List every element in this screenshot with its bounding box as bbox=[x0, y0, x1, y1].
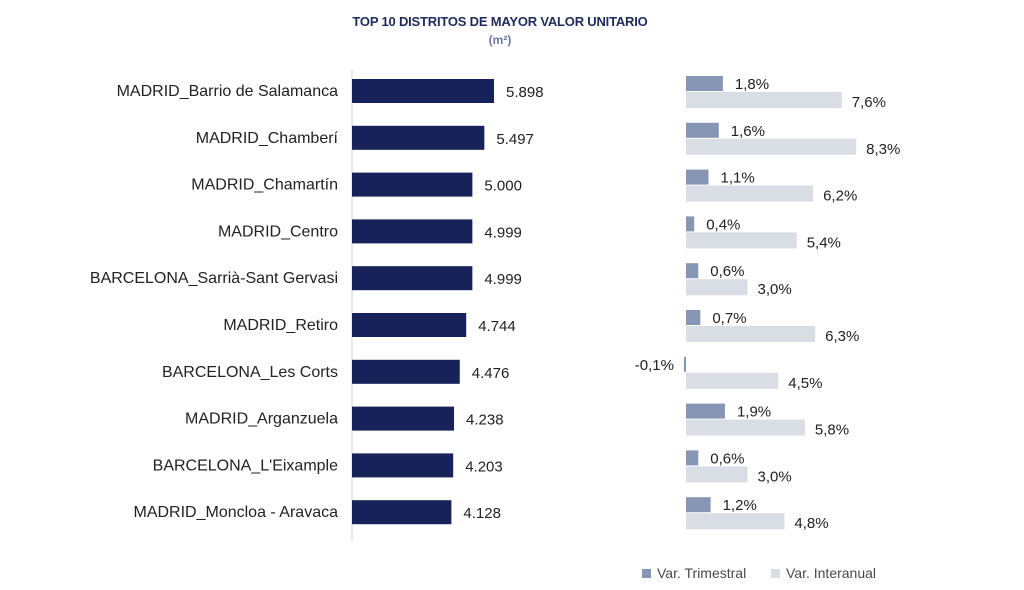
interanual-label: 6,3% bbox=[825, 328, 859, 345]
interanual-label: 7,6% bbox=[852, 94, 886, 111]
trimestral-bar bbox=[686, 497, 711, 513]
trimestral-bar bbox=[686, 263, 699, 279]
value-label: 5.000 bbox=[484, 178, 522, 195]
value-bar bbox=[352, 500, 452, 525]
interanual-bar bbox=[686, 466, 748, 483]
legend-label-trimestral: Var. Trimestral bbox=[657, 565, 746, 581]
trimestral-bar bbox=[683, 356, 686, 372]
value-label: 4.999 bbox=[484, 271, 522, 288]
trimestral-bar bbox=[686, 76, 723, 91]
interanual-label: 8,3% bbox=[866, 141, 900, 158]
trimestral-bar bbox=[686, 310, 701, 325]
value-bar bbox=[352, 125, 485, 150]
value-label: 4.744 bbox=[478, 318, 516, 335]
category-label: MADRID_Barrio de Salamanca bbox=[117, 83, 339, 100]
interanual-bar bbox=[686, 185, 814, 202]
value-bar bbox=[352, 359, 460, 384]
value-label: 4.999 bbox=[484, 224, 522, 241]
value-bar bbox=[352, 406, 455, 431]
interanual-bar bbox=[686, 92, 842, 108]
interanual-label: 5,4% bbox=[807, 234, 841, 251]
chart-subtitle: (m²) bbox=[488, 33, 512, 47]
trimestral-label: 0,7% bbox=[712, 310, 746, 327]
trimestral-label: 1,9% bbox=[737, 404, 771, 421]
category-label: MADRID_Arganzuela bbox=[185, 411, 338, 428]
category-label: MADRID_Chamartín bbox=[191, 177, 338, 194]
trimestral-bar bbox=[686, 216, 695, 232]
category-label: BARCELONA_L'Eixample bbox=[153, 457, 338, 474]
trimestral-label: 1,2% bbox=[723, 497, 757, 514]
value-label: 4.203 bbox=[465, 458, 503, 475]
interanual-bar bbox=[686, 232, 797, 249]
trimestral-bar bbox=[686, 169, 709, 185]
value-label: 4.238 bbox=[466, 412, 504, 429]
trimestral-bar bbox=[686, 122, 719, 138]
trimestral-label: 1,6% bbox=[731, 123, 765, 140]
value-bar bbox=[352, 172, 473, 197]
value-bar bbox=[352, 266, 473, 291]
value-bar bbox=[352, 313, 467, 337]
interanual-bar bbox=[686, 419, 805, 436]
interanual-bar bbox=[686, 372, 779, 389]
trimestral-bar bbox=[686, 450, 699, 466]
legend-swatch-interanual bbox=[771, 569, 780, 578]
trimestral-label: 0,4% bbox=[706, 216, 740, 233]
interanual-label: 4,5% bbox=[788, 375, 822, 392]
category-label: BARCELONA_Les Corts bbox=[162, 364, 338, 381]
trimestral-label: -0,1% bbox=[635, 357, 674, 374]
value-bar bbox=[352, 79, 494, 103]
value-label: 5.497 bbox=[496, 131, 534, 148]
interanual-bar bbox=[686, 138, 857, 155]
value-label: 4.476 bbox=[472, 365, 510, 382]
interanual-label: 6,2% bbox=[823, 188, 857, 205]
interanual-bar bbox=[686, 326, 816, 342]
category-label: MADRID_Retiro bbox=[223, 317, 338, 334]
interanual-bar bbox=[686, 279, 748, 296]
interanual-label: 4,8% bbox=[794, 515, 828, 532]
category-label: MADRID_Moncloa - Aravaca bbox=[133, 504, 338, 521]
interanual-label: 3,0% bbox=[758, 468, 792, 485]
interanual-label: 3,0% bbox=[758, 281, 792, 298]
trimestral-label: 0,6% bbox=[710, 263, 744, 280]
interanual-label: 5,8% bbox=[815, 422, 849, 439]
trimestral-bar bbox=[686, 403, 725, 419]
legend: Var. Trimestral Var. Interanual bbox=[642, 565, 876, 581]
category-label: BARCELONA_Sarrià-Sant Gervasi bbox=[90, 270, 338, 287]
value-bar bbox=[352, 219, 473, 244]
chart-title: TOP 10 DISTRITOS DE MAYOR VALOR UNITARIO bbox=[352, 14, 648, 29]
value-bar bbox=[352, 453, 454, 478]
category-label: MADRID_Chamberí bbox=[196, 130, 339, 147]
interanual-bar bbox=[686, 513, 785, 530]
category-label: MADRID_Centro bbox=[218, 223, 338, 240]
trimestral-label: 0,6% bbox=[710, 450, 744, 467]
main-bars: MADRID_Barrio de Salamanca 5.898 MADRID_Ch… bbox=[90, 79, 544, 525]
legend-label-interanual: Var. Interanual bbox=[786, 565, 876, 581]
value-label: 4.128 bbox=[463, 505, 501, 522]
trimestral-label: 1,8% bbox=[735, 76, 769, 93]
variation-bars: 1,8% 7,6% 1,6% 8,3% 1,1% 6,2% 0,4% 5,4% 0,6% 3,0%… bbox=[635, 76, 900, 532]
value-label: 5.898 bbox=[506, 84, 544, 101]
legend-swatch-trimestral bbox=[642, 569, 651, 578]
trimestral-label: 1,1% bbox=[721, 170, 755, 187]
